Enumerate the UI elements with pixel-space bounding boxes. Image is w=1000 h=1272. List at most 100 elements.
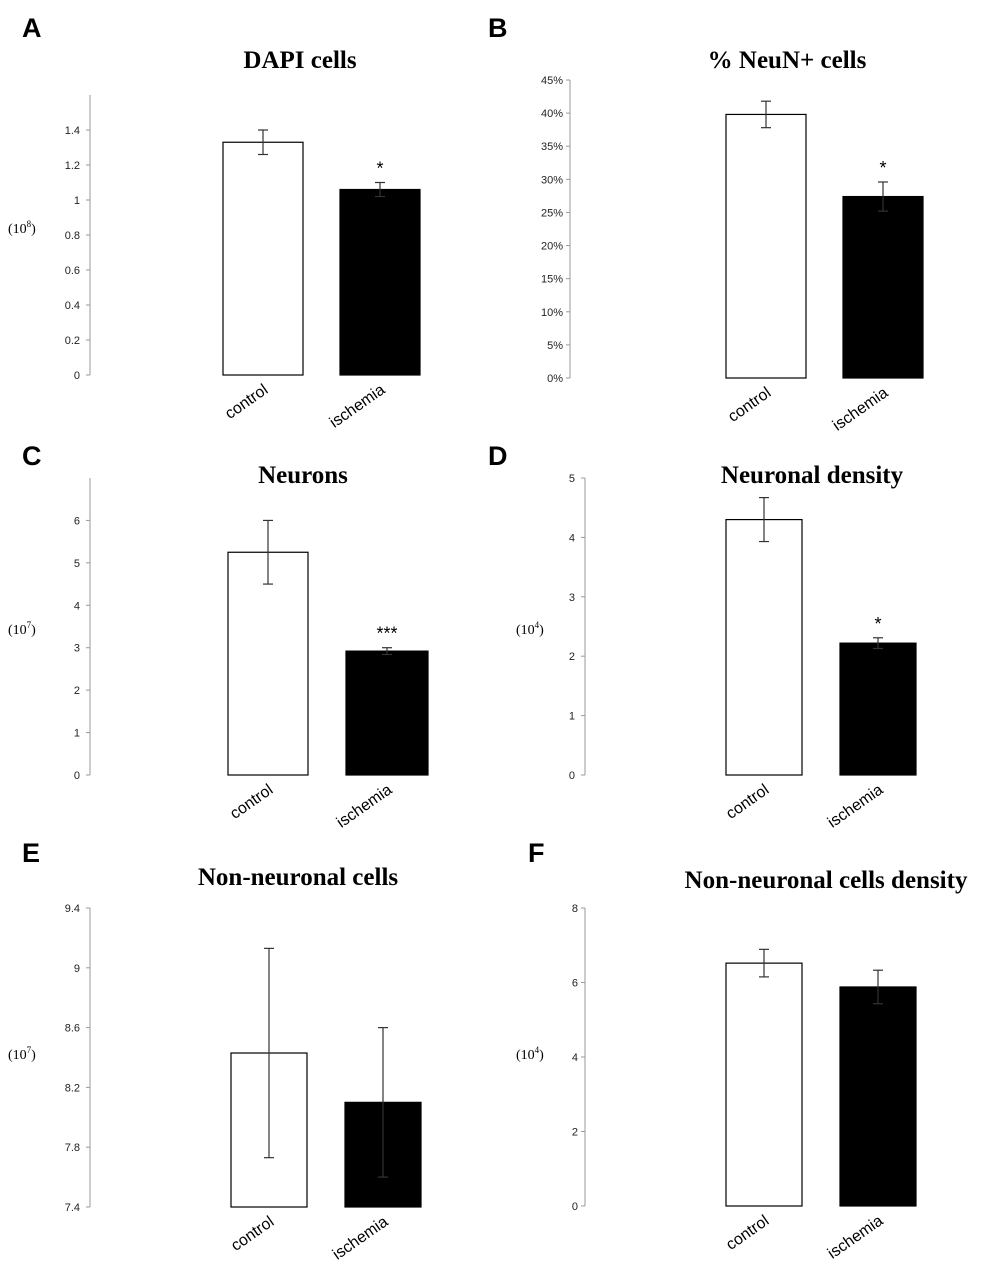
y-tick-label: 0.8 xyxy=(65,230,80,242)
y-unit-base: (10 xyxy=(516,1048,535,1063)
bar-ischemia xyxy=(839,642,917,776)
y-tick-label: 9.4 xyxy=(65,903,80,915)
panel-letter: B xyxy=(488,13,508,43)
y-tick-label: 0% xyxy=(547,373,563,385)
y-tick-label: 1 xyxy=(569,711,575,723)
y-tick-label: 2 xyxy=(572,1127,578,1139)
y-unit-exponent: 8 xyxy=(27,219,32,229)
y-tick-label: 3 xyxy=(74,643,80,655)
bar-control xyxy=(725,518,803,776)
y-tick-label: 30% xyxy=(541,174,563,186)
y-unit-base: (10 xyxy=(516,623,535,638)
chart-panel-b: B % NeuN+ cells 0% 5% 10% 15% 20% 25% 30% 35% 40% 4… xyxy=(488,13,924,434)
y-unit-close: ) xyxy=(539,623,544,638)
significance-marker: * xyxy=(874,614,881,634)
x-category-label: control xyxy=(725,384,774,425)
y-tick-label: 45% xyxy=(541,75,563,87)
y-tick-label: 3 xyxy=(569,592,575,604)
x-category-label: control xyxy=(222,381,271,422)
y-unit-base: (10 xyxy=(8,222,27,237)
y-tick-label: 0 xyxy=(572,1201,578,1213)
bar-ischemia xyxy=(345,650,429,776)
y-tick-label: 2 xyxy=(569,651,575,663)
y-tick-label: 0 xyxy=(74,770,80,782)
y-unit-close: ) xyxy=(31,623,36,638)
y-tick-label: 0 xyxy=(569,770,575,782)
x-category-label: ischemia xyxy=(825,781,887,831)
y-tick-label: 5 xyxy=(74,558,80,570)
y-unit-exponent: 4 xyxy=(535,1045,540,1055)
y-unit-label: (104) xyxy=(516,620,544,638)
y-tick-label: 0.6 xyxy=(65,265,80,277)
y-unit-base: (10 xyxy=(8,623,27,638)
y-unit-label: (107) xyxy=(8,620,36,638)
y-unit-label: (104) xyxy=(516,1045,544,1063)
y-unit-label: (107) xyxy=(8,1045,36,1063)
y-tick-label: 1 xyxy=(74,195,80,207)
y-tick-label: 8 xyxy=(572,903,578,915)
y-tick-label: 0.2 xyxy=(65,335,80,347)
y-tick-label: 2 xyxy=(74,685,80,697)
x-category-label: ischemia xyxy=(334,781,396,831)
panel-letter: A xyxy=(22,13,42,43)
chart-title: DAPI cells xyxy=(243,47,356,74)
significance-marker: *** xyxy=(376,624,397,644)
x-category-label: ischemia xyxy=(327,381,389,431)
chart-title: Non-neuronal cells density xyxy=(685,867,968,894)
bar-ischemia xyxy=(842,195,924,379)
y-tick-label: 5% xyxy=(547,340,563,352)
significance-marker: * xyxy=(879,158,886,178)
panel-letter: C xyxy=(22,441,42,471)
y-tick-label: 1.4 xyxy=(65,125,80,137)
chart-panel-a: A DAPI cells 0 0.2 0.4 0.6 0.8 1 1.2 1.4 (108) cont… xyxy=(8,13,421,431)
y-tick-label: 5 xyxy=(569,473,575,485)
y-tick-label: 4 xyxy=(569,532,575,544)
y-tick-label: 0 xyxy=(74,370,80,382)
y-tick-label: 10% xyxy=(541,307,563,319)
y-tick-label: 40% xyxy=(541,108,563,120)
chart-panel-c: C Neurons 0 1 2 3 4 5 6 (107) control *** ischemia xyxy=(8,441,429,831)
y-tick-label: 35% xyxy=(541,141,563,153)
y-tick-label: 0.4 xyxy=(65,300,80,312)
y-unit-exponent: 4 xyxy=(535,620,540,630)
y-tick-label: 4 xyxy=(572,1052,578,1064)
bar-control xyxy=(227,551,309,776)
x-category-label: ischemia xyxy=(330,1213,392,1263)
chart-title: Non-neuronal cells xyxy=(198,864,399,891)
panel-letter: D xyxy=(488,441,508,471)
bar-control xyxy=(222,141,304,376)
y-tick-label: 8.2 xyxy=(65,1082,80,1094)
bar-ischemia xyxy=(839,986,917,1207)
bar-ischemia xyxy=(339,188,421,376)
y-tick-label: 20% xyxy=(541,241,563,253)
y-tick-label: 15% xyxy=(541,274,563,286)
chart-panel-e: E Non-neuronal cells 7.4 7.8 8.2 8.6 9 9.4 (107)… xyxy=(8,838,422,1263)
y-tick-label: 8.6 xyxy=(65,1023,80,1035)
y-tick-label: 25% xyxy=(541,207,563,219)
y-tick-label: 6 xyxy=(74,515,80,527)
chart-title: % NeuN+ cells xyxy=(708,47,867,74)
y-tick-label: 1 xyxy=(74,728,80,740)
x-category-label: control xyxy=(723,1212,772,1253)
y-tick-label: 9 xyxy=(74,963,80,975)
y-tick-label: 7.8 xyxy=(65,1142,80,1154)
x-category-label: control xyxy=(227,781,276,822)
y-unit-close: ) xyxy=(31,222,36,237)
chart-title: Neurons xyxy=(258,462,348,489)
y-unit-label: (108) xyxy=(8,219,36,237)
x-category-label: control xyxy=(723,781,772,822)
y-unit-base: (10 xyxy=(8,1048,27,1063)
y-tick-label: 4 xyxy=(74,600,80,612)
bar-control xyxy=(725,113,807,379)
panel-letter: F xyxy=(528,838,545,868)
chart-title: Neuronal density xyxy=(721,462,904,489)
y-unit-close: ) xyxy=(539,1048,544,1063)
x-category-label: ischemia xyxy=(825,1212,887,1262)
panel-letter: E xyxy=(22,838,40,868)
y-tick-label: 7.4 xyxy=(65,1202,80,1214)
bar-control xyxy=(725,962,803,1207)
y-unit-exponent: 7 xyxy=(27,1045,32,1055)
